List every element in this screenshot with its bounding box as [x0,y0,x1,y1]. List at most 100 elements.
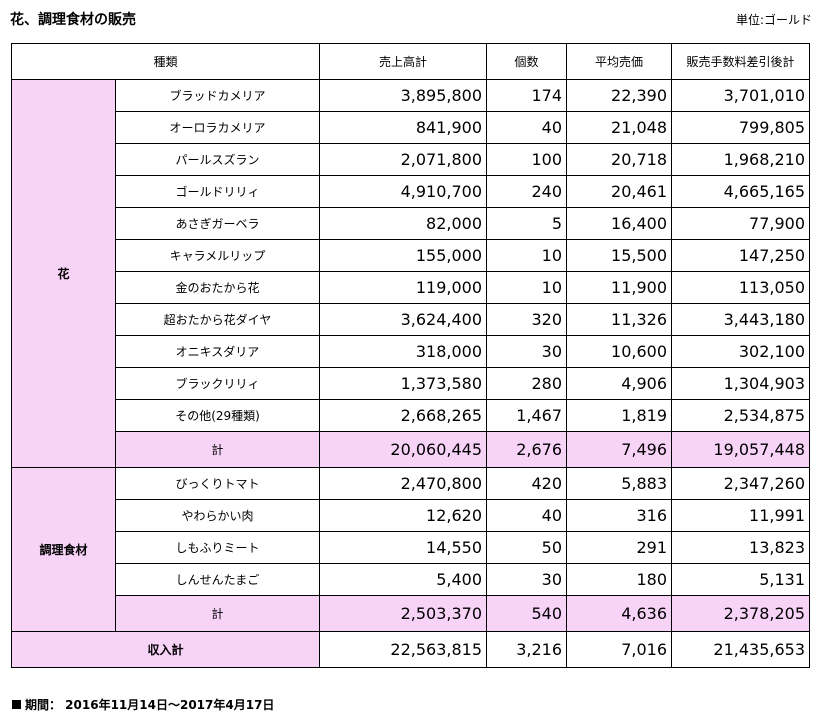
item-net: 77,900 [671,207,811,240]
table-row: 超おたから花ダイヤ 3,624,400 320 11,326 3,443,180 [12,303,811,336]
unit-label: 単位:ゴールド [735,13,812,27]
item-sales: 841,900 [319,111,488,144]
item-sales: 2,071,800 [319,143,488,176]
item-count: 30 [486,335,568,368]
item-avg: 316 [566,499,673,532]
item-avg: 11,900 [566,271,673,304]
item-avg: 180 [566,563,673,596]
item-name: 超おたから花ダイヤ [114,303,321,336]
subtotal-count: 540 [486,595,568,632]
item-sales: 82,000 [319,207,488,240]
item-sales: 1,373,580 [319,367,488,400]
subtotal-label: 計 [114,595,321,632]
header-net: 販売手数料差引後計 [671,43,811,80]
item-count: 30 [486,563,568,596]
item-name: ゴールドリリィ [114,175,321,208]
subtotal-sales: 20,060,445 [319,431,488,468]
header-sales: 売上高計 [319,43,488,80]
square-bullet-icon [12,700,21,709]
table-row: 金のおたから花 119,000 10 11,900 113,050 [12,271,811,304]
item-count: 420 [486,467,568,500]
item-net: 1,304,903 [671,367,811,400]
item-avg: 1,819 [566,399,673,432]
item-net: 3,701,010 [671,79,811,112]
header-count: 個数 [486,43,568,80]
item-sales: 2,668,265 [319,399,488,432]
item-net: 13,823 [671,531,811,564]
table-row: ゴールドリリィ 4,910,700 240 20,461 4,665,165 [12,175,811,208]
table-row: あさぎガーベラ 82,000 5 16,400 77,900 [12,207,811,240]
table-row: 調理食材 びっくりトマト 2,470,800 420 5,883 2,347,260 [11,467,811,632]
item-count: 174 [486,79,568,112]
item-count: 40 [486,111,568,144]
item-count: 5 [486,207,568,240]
period-note: 期間： 2016年11月14日～2017年4月17日 [12,696,274,713]
subtotal-net: 19,057,448 [671,431,811,468]
subtotal-avg: 4,636 [566,595,673,632]
table-row: しんせんたまご 5,400 30 180 5,131 [12,563,811,596]
subtotal-row: 計 2,503,370 540 4,636 2,378,205 [12,595,811,632]
item-avg: 11,326 [566,303,673,336]
item-sales: 119,000 [319,271,488,304]
item-sales: 12,620 [319,499,488,532]
item-name: しんせんたまご [114,563,321,596]
grand-total-sales: 22,563,815 [319,631,488,668]
item-sales: 5,400 [319,563,488,596]
item-net: 11,991 [671,499,811,532]
item-name: ブラックリリィ [114,367,321,400]
grand-total-row: 収入計 22,563,815 3,216 7,016 21,435,653 [10,631,811,668]
table-row: ブラックリリィ 1,373,580 280 4,906 1,304,903 [12,367,811,400]
item-sales: 3,624,400 [319,303,488,336]
item-net: 2,347,260 [671,467,811,500]
category-cell: 花 [11,79,116,468]
item-name: ブラッドカメリア [114,79,321,112]
item-count: 10 [486,271,568,304]
item-count: 40 [486,499,568,532]
subtotal-sales: 2,503,370 [319,595,488,632]
header-row: 種類 売上高計 個数 平均売価 販売手数料差引後計 [10,43,811,80]
period-text: 期間： 2016年11月14日～2017年4月17日 [25,698,275,712]
item-count: 320 [486,303,568,336]
header-avg: 平均売価 [566,43,673,80]
item-net: 147,250 [671,239,811,272]
item-name: びっくりトマト [114,467,321,500]
table-row: しもふりミート 14,550 50 291 13,823 [12,531,811,564]
table-row: 花ブラッドカメリア 3,895,800 174 22,390 3,701,010 [11,79,811,468]
item-net: 3,443,180 [671,303,811,336]
item-count: 240 [486,175,568,208]
item-name: しもふりミート [114,531,321,564]
item-count: 1,467 [486,399,568,432]
table-row: やわらかい肉 12,620 40 316 11,991 [12,499,811,532]
item-avg: 21,048 [566,111,673,144]
item-sales: 4,910,700 [319,175,488,208]
table-row: オーロラカメリア 841,900 40 21,048 799,805 [12,111,811,144]
subtotal-net: 2,378,205 [671,595,811,632]
item-net: 302,100 [671,335,811,368]
item-net: 5,131 [671,563,811,596]
item-avg: 5,883 [566,467,673,500]
item-avg: 20,461 [566,175,673,208]
grand-total-label: 収入計 [10,631,321,668]
item-sales: 2,470,800 [319,467,488,500]
item-net: 1,968,210 [671,143,811,176]
subtotal-avg: 7,496 [566,431,673,468]
subtotal-count: 2,676 [486,431,568,468]
item-name: あさぎガーベラ [114,207,321,240]
grand-total-avg: 7,016 [566,631,673,668]
item-avg: 20,718 [566,143,673,176]
item-net: 113,050 [671,271,811,304]
item-name: パールスズラン [114,143,321,176]
item-sales: 14,550 [319,531,488,564]
item-count: 100 [486,143,568,176]
category-cell: 調理食材 [11,467,116,632]
item-net: 4,665,165 [671,175,811,208]
item-count: 50 [486,531,568,564]
item-net: 799,805 [671,111,811,144]
header-type: 種類 [10,43,321,80]
item-count: 10 [486,239,568,272]
grand-total-net: 21,435,653 [671,631,811,668]
item-name: キャラメルリップ [114,239,321,272]
item-avg: 15,500 [566,239,673,272]
item-sales: 3,895,800 [319,79,488,112]
table-row: その他(29種類) 2,668,265 1,467 1,819 2,534,875 [12,399,811,432]
